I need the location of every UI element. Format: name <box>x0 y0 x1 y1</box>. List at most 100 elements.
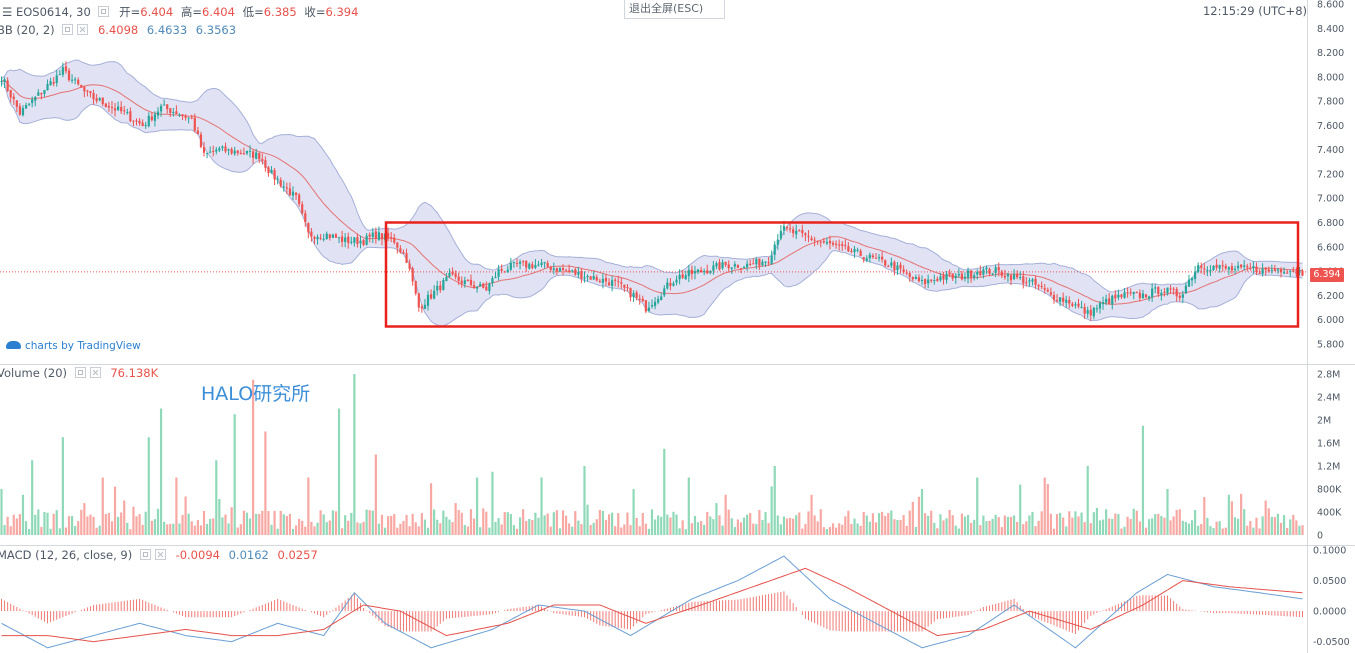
candle <box>1243 265 1246 267</box>
macd-remove-icon[interactable] <box>154 549 166 560</box>
volume-bar <box>813 515 816 535</box>
volume-bar <box>399 523 402 535</box>
candle <box>1209 270 1212 272</box>
candle <box>1028 280 1031 282</box>
volume-label[interactable]: Volume (20) <box>0 366 68 380</box>
volume-bar <box>43 511 46 535</box>
tradingview-branding[interactable]: charts by TradingView <box>6 339 141 353</box>
volume-bar <box>1267 508 1270 535</box>
candle <box>89 91 92 94</box>
candle <box>960 273 964 280</box>
candle <box>801 229 804 234</box>
candle <box>844 245 847 247</box>
volume-bar <box>132 506 135 535</box>
volume-bar <box>801 528 804 535</box>
candle <box>518 261 522 264</box>
volume-bar <box>779 524 782 535</box>
candle <box>1114 294 1117 299</box>
volume-bar <box>0 489 3 535</box>
candle <box>623 284 626 288</box>
candle <box>703 271 706 273</box>
candle <box>193 117 196 131</box>
volume-bar <box>1172 516 1175 535</box>
volume-bar <box>307 477 310 535</box>
candle <box>215 149 218 152</box>
volume-bar <box>472 518 476 535</box>
volume-bar <box>1080 512 1083 535</box>
volume-bar <box>485 511 488 535</box>
candle <box>525 260 528 268</box>
volume-bar <box>690 523 693 535</box>
candle <box>1166 287 1169 294</box>
candle <box>583 277 586 279</box>
volume-bar <box>1108 518 1111 535</box>
volume-bar <box>205 523 209 535</box>
candle <box>936 278 939 281</box>
volume-remove-icon[interactable] <box>89 367 101 378</box>
macd-settings-icon[interactable] <box>139 549 151 560</box>
settings-icon[interactable] <box>98 6 110 17</box>
candle <box>715 263 718 267</box>
volume-bar <box>135 516 138 535</box>
candle <box>1292 270 1295 272</box>
candle <box>546 263 549 267</box>
candle <box>730 267 733 270</box>
candle <box>371 232 374 238</box>
bb-label[interactable]: BB (20, 2) <box>0 23 55 37</box>
volume-tick-label: 2M <box>1317 416 1331 427</box>
volume-bar <box>614 526 617 535</box>
volume-settings-icon[interactable] <box>74 367 86 378</box>
candle <box>1111 295 1114 305</box>
volume-bar <box>558 528 562 535</box>
candle <box>1065 299 1068 303</box>
volume-bar <box>70 516 74 535</box>
volume-bar <box>580 524 583 535</box>
volume-bar <box>95 527 98 535</box>
macd-line <box>1 555 1303 649</box>
candle <box>98 98 101 101</box>
symbol-label[interactable]: EOS0614, 30 <box>15 5 91 19</box>
candle <box>61 67 64 75</box>
volume-bar <box>727 509 730 535</box>
candle <box>205 153 209 155</box>
volume-bar <box>24 521 28 535</box>
candle <box>141 122 144 127</box>
candle <box>1276 269 1280 271</box>
volume-bar <box>1083 522 1086 535</box>
volume-bar <box>86 516 89 535</box>
candle <box>433 290 436 299</box>
candles <box>0 61 1304 321</box>
candle <box>46 84 49 91</box>
volume-bar <box>1261 516 1264 535</box>
candle <box>1160 292 1163 296</box>
candle <box>436 285 439 291</box>
clock[interactable]: 12:15:29 (UTC+8) <box>1202 4 1307 18</box>
macd-label[interactable]: MACD (12, 26, close, 9) <box>0 548 133 562</box>
bb-remove-icon[interactable] <box>77 24 89 35</box>
volume-bar <box>436 519 439 535</box>
volume-bar <box>847 510 850 535</box>
candle <box>669 283 672 286</box>
volume-bar <box>58 528 61 535</box>
candle <box>28 103 31 105</box>
volume-bar <box>120 512 123 535</box>
volume-bar <box>466 526 469 535</box>
menu-icon[interactable]: ☰ <box>2 5 13 19</box>
price-tick-label: 8.600 <box>1317 0 1344 11</box>
volume-bar <box>1243 509 1246 535</box>
volume-bar <box>1052 528 1056 535</box>
candle <box>663 288 666 296</box>
candle <box>927 279 930 284</box>
volume-bar <box>110 521 114 535</box>
volume-bar <box>334 511 338 535</box>
volume-bar <box>356 522 359 535</box>
volume-bar <box>607 514 611 535</box>
candle <box>1190 278 1194 281</box>
volume-bar <box>620 527 623 535</box>
bb-settings-icon[interactable] <box>62 24 74 35</box>
candle <box>380 233 384 240</box>
candle <box>997 267 1000 271</box>
exit-fullscreen-button[interactable]: 退出全屏(ESC) <box>624 0 725 19</box>
volume-bar <box>12 514 15 535</box>
